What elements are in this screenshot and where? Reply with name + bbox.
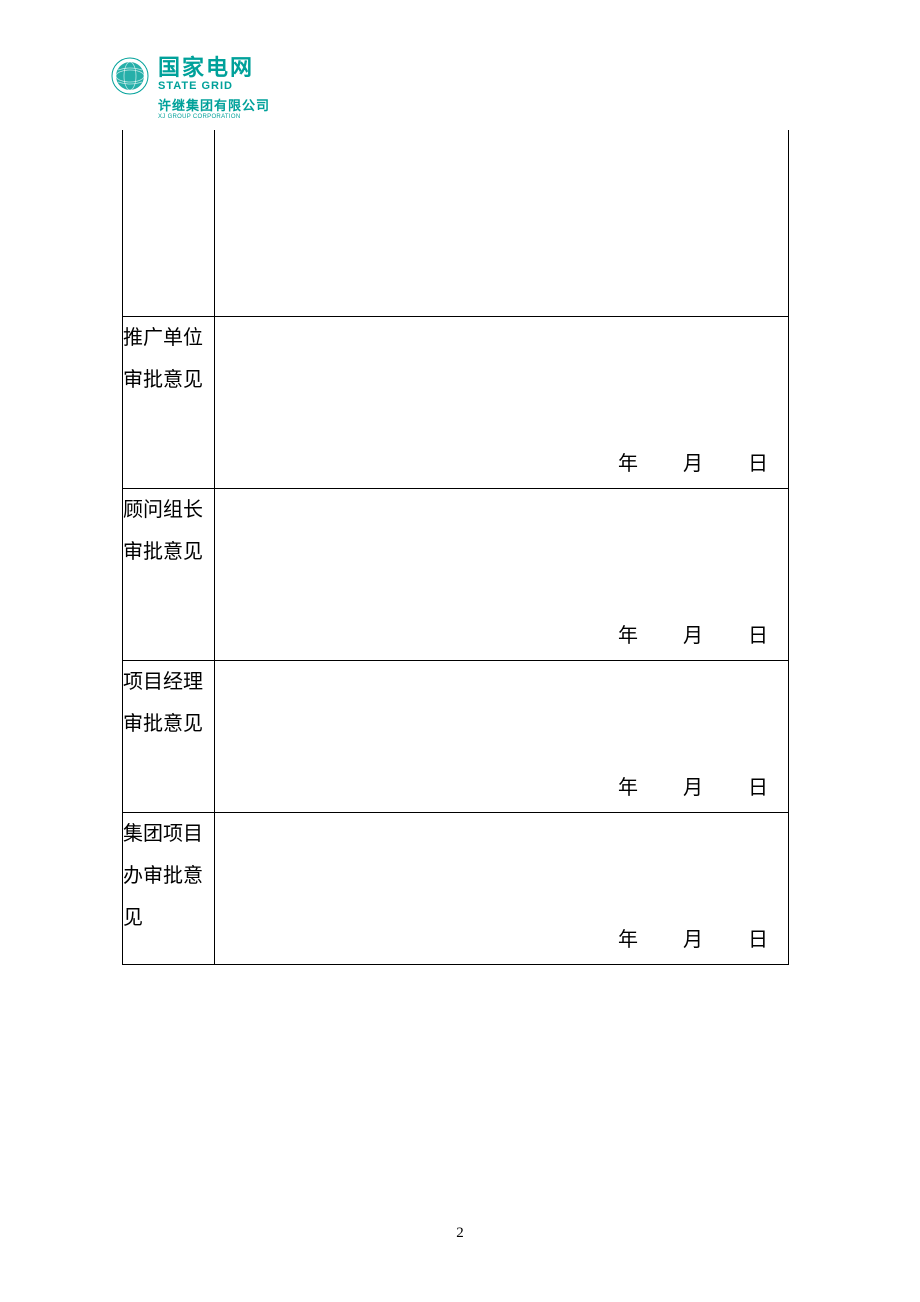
year-label: 年 — [618, 771, 638, 800]
day-label: 日 — [748, 447, 768, 476]
row-content: 年 月 日 — [215, 812, 789, 964]
year-label: 年 — [618, 619, 638, 648]
company-logo-block: 国家电网 STATE GRID 许继集团有限公司 XJ GROUP CORPOR… — [110, 56, 810, 120]
row-label: 项目经理审批意见 — [123, 660, 215, 812]
date-signature-line: 年 月 日 — [618, 447, 768, 476]
brand-name-cn: 国家电网 — [158, 56, 270, 80]
row-content — [215, 130, 789, 316]
table-row: 顾问组长审批意见 年 月 日 — [123, 488, 789, 660]
sub-brand-en: XJ GROUP CORPORATION — [158, 114, 270, 120]
year-label: 年 — [618, 447, 638, 476]
row-label: 推广单位审批意见 — [123, 316, 215, 488]
month-label: 月 — [683, 923, 703, 952]
table-row: 项目经理审批意见 年 月 日 — [123, 660, 789, 812]
table-row — [123, 130, 789, 316]
month-label: 月 — [683, 447, 703, 476]
sub-brand-cn: 许继集团有限公司 — [158, 95, 270, 114]
table-row: 推广单位审批意见 年 月 日 — [123, 316, 789, 488]
day-label: 日 — [748, 923, 768, 952]
month-label: 月 — [683, 771, 703, 800]
date-signature-line: 年 月 日 — [618, 619, 768, 648]
month-label: 月 — [683, 619, 703, 648]
date-signature-line: 年 月 日 — [618, 923, 768, 952]
row-content: 年 月 日 — [215, 488, 789, 660]
brand-name-en: STATE GRID — [158, 80, 270, 92]
row-content: 年 月 日 — [215, 316, 789, 488]
globe-icon — [110, 56, 150, 96]
approval-form-table: 推广单位审批意见 年 月 日 顾问组长审批意见 年 月 日 项目经理审批意见 — [122, 130, 789, 965]
row-label: 集团项目办审批意见 — [123, 812, 215, 964]
day-label: 日 — [748, 771, 768, 800]
page-number: 2 — [0, 1225, 920, 1242]
row-label: 顾问组长审批意见 — [123, 488, 215, 660]
date-signature-line: 年 月 日 — [618, 771, 768, 800]
row-content: 年 月 日 — [215, 660, 789, 812]
year-label: 年 — [618, 923, 638, 952]
table-row: 集团项目办审批意见 年 月 日 — [123, 812, 789, 964]
day-label: 日 — [748, 619, 768, 648]
row-label — [123, 130, 215, 316]
